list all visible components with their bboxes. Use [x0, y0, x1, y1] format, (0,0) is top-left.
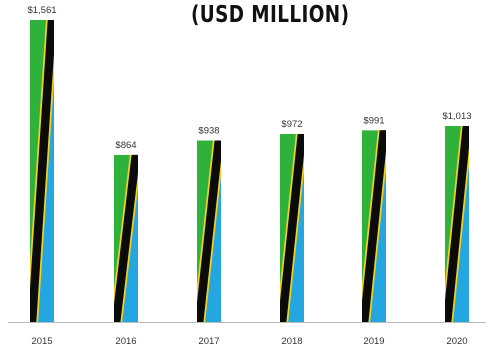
value-label-2015: $1,561: [27, 5, 56, 16]
bar-2016: [114, 154, 138, 322]
bar-black-band-2018: [280, 133, 304, 322]
tick-label-2019: 2019: [363, 336, 384, 347]
bar-2015: [30, 20, 54, 322]
bar-2020: [445, 126, 469, 322]
bar-black-band-2015: [30, 20, 54, 322]
labels-layer: $1,561 2015 $864 2016 $938 2017 $972 2018 $991 20…: [27, 5, 471, 347]
tick-label-2020: 2020: [446, 336, 467, 347]
bar-black-band-2017: [197, 140, 221, 322]
bar-black-band-2019: [362, 130, 386, 322]
bars-layer: [30, 20, 469, 322]
value-label-2020: $1,013: [442, 111, 471, 122]
bar-black-band-2016: [114, 154, 138, 322]
value-label-2019: $991: [363, 115, 384, 126]
value-label-2017: $938: [198, 126, 219, 137]
tick-label-2016: 2016: [115, 336, 136, 347]
bar-black-band-2020: [445, 126, 469, 322]
bar-2018: [280, 133, 304, 322]
bar-2017: [197, 140, 221, 322]
bar-2019: [362, 130, 386, 322]
tick-label-2018: 2018: [281, 336, 302, 347]
tick-label-2017: 2017: [198, 336, 219, 347]
value-label-2016: $864: [115, 140, 136, 151]
tick-label-2015: 2015: [31, 336, 52, 347]
value-label-2018: $972: [281, 119, 302, 130]
